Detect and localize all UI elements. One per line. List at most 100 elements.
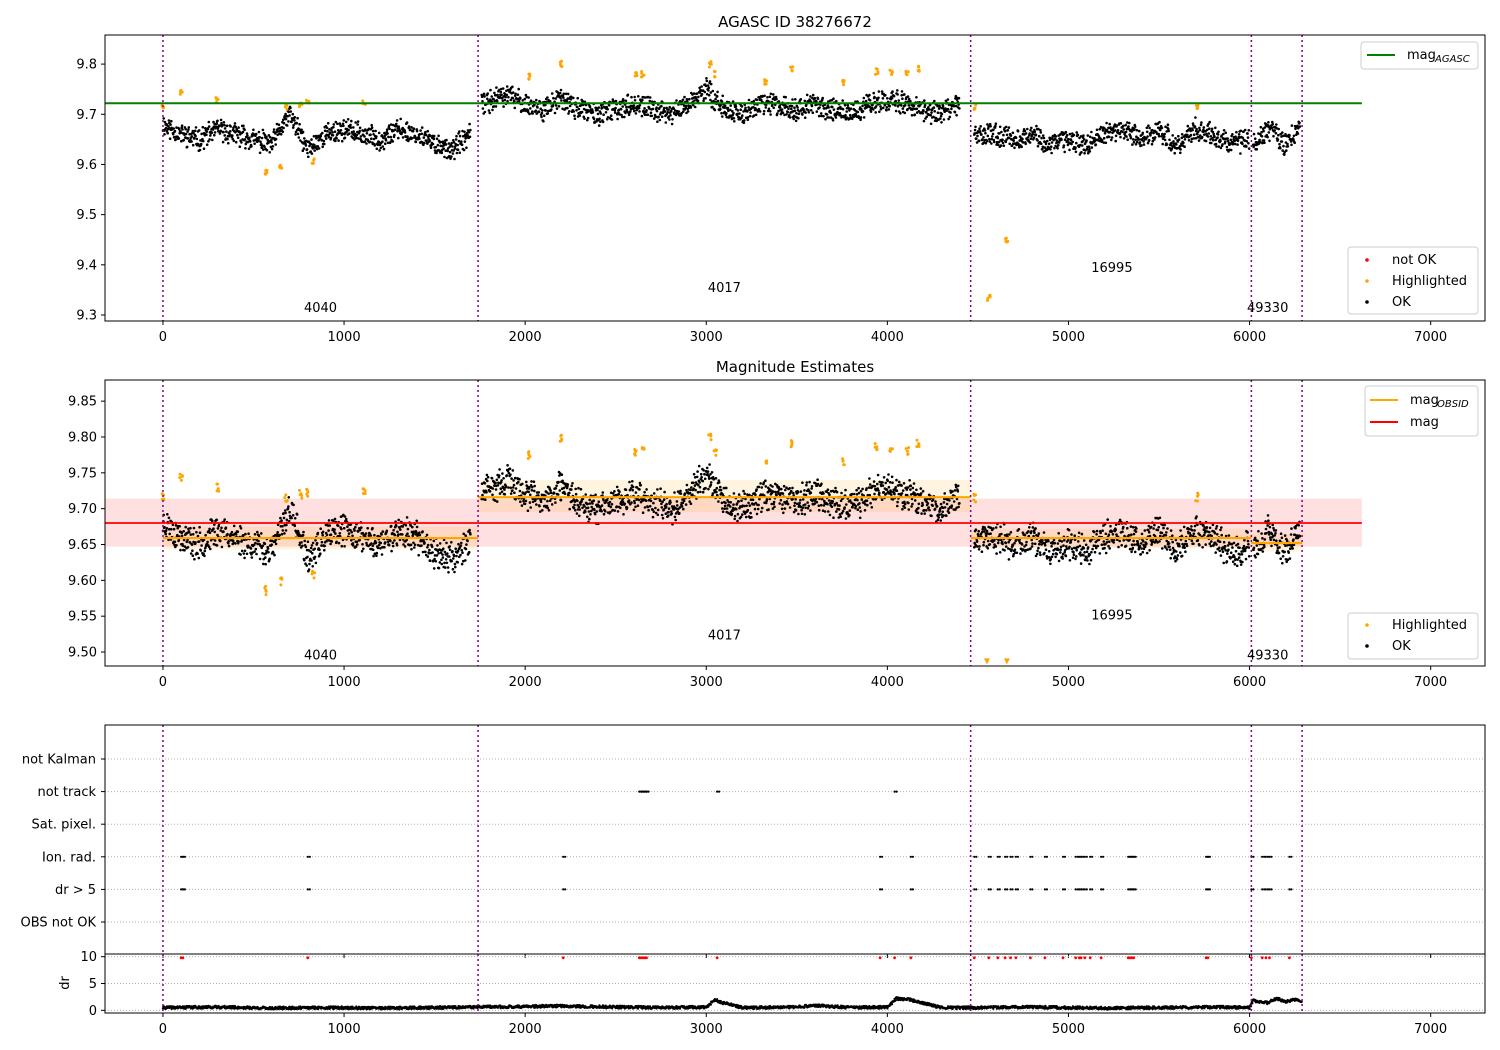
ok-point (556, 91, 560, 94)
ok-point (868, 99, 872, 102)
ok-point (482, 92, 486, 96)
ok-point (943, 506, 947, 509)
ok-point (211, 128, 215, 131)
ok-point (1053, 146, 1056, 150)
ok-point (318, 137, 322, 140)
ok-point (1167, 129, 1170, 133)
ok-point (896, 500, 899, 504)
ok-point (1186, 133, 1189, 137)
ok-point (506, 99, 509, 103)
ok-point (659, 111, 663, 114)
ok-point (719, 485, 722, 489)
ok-point (872, 91, 875, 95)
ok-point (823, 510, 827, 513)
ok-point (903, 104, 907, 107)
ok-point (264, 562, 268, 566)
ok-point (922, 119, 926, 123)
ok-point (525, 480, 528, 484)
ok-point (936, 111, 940, 114)
y-tick-label: 9.6 (76, 158, 97, 173)
ok-point (1067, 137, 1070, 141)
ok-point (277, 123, 281, 126)
ok-point (327, 529, 330, 532)
ok-point (293, 116, 297, 119)
ok-point (310, 152, 314, 155)
ok-point (910, 114, 914, 117)
ok-point (164, 126, 168, 130)
ok-point (429, 146, 433, 149)
ok-point (406, 527, 410, 531)
ok-point (290, 516, 293, 520)
ok-point (371, 544, 375, 548)
ok-point (897, 480, 901, 484)
ok-point (166, 513, 169, 516)
ok-point (282, 516, 286, 520)
ok-point (1166, 123, 1170, 126)
ok-point (397, 533, 400, 536)
ok-point (673, 515, 677, 519)
ok-point (786, 502, 790, 506)
ok-point (178, 128, 181, 131)
ok-point (1137, 138, 1141, 141)
ok-point (370, 123, 374, 127)
ok-point (581, 100, 585, 103)
ok-point (929, 113, 932, 117)
ok-point (692, 92, 696, 95)
ok-point (287, 496, 291, 499)
ok-point (207, 125, 211, 128)
ok-point (1216, 133, 1220, 136)
ok-point (640, 114, 644, 118)
ok-point (949, 111, 952, 114)
ok-point (469, 128, 472, 132)
ok-point (379, 146, 383, 150)
ok-point (711, 89, 715, 93)
ok-point (707, 487, 710, 491)
ok-point (753, 507, 757, 511)
ok-point (600, 509, 603, 513)
ok-point (464, 559, 467, 562)
ok-point (773, 505, 776, 509)
ok-point (654, 506, 657, 510)
ok-point (1072, 133, 1076, 137)
ok-point (660, 506, 664, 509)
ok-point (440, 562, 444, 566)
ok-point (636, 504, 640, 508)
ok-point (575, 512, 579, 515)
ok-point (422, 141, 426, 145)
x-tick-label: 1000 (328, 330, 361, 345)
ok-point (662, 106, 666, 110)
ok-point (912, 482, 916, 485)
ok-point (374, 541, 378, 544)
ok-point (633, 95, 636, 99)
ok-point (977, 139, 981, 143)
ok-point (501, 99, 505, 103)
ok-point (494, 105, 498, 108)
ok-point (1006, 128, 1010, 132)
ok-point (1296, 132, 1300, 135)
ok-point (1202, 126, 1206, 129)
ok-point (625, 105, 628, 109)
ok-point (1189, 133, 1193, 137)
ok-point (317, 147, 321, 150)
ok-point (633, 501, 636, 505)
y-tick-label: 9.3 (76, 308, 97, 323)
ok-point (178, 525, 181, 528)
ok-point (698, 481, 701, 484)
highlighted-point (528, 72, 532, 76)
ok-point (421, 530, 424, 533)
ok-point (183, 549, 186, 552)
ok-point (1281, 131, 1284, 134)
ok-point (507, 486, 510, 489)
ok-point (423, 541, 426, 545)
ok-point (469, 533, 472, 536)
ok-point (222, 130, 225, 134)
ok-point (451, 567, 455, 571)
ok-point (930, 111, 933, 114)
ok-point (698, 91, 702, 94)
ok-point (1253, 137, 1257, 140)
ok-point (420, 126, 424, 129)
ok-point (648, 99, 652, 103)
ok-point (326, 129, 329, 133)
ok-point (364, 532, 368, 535)
ok-point (236, 530, 240, 533)
